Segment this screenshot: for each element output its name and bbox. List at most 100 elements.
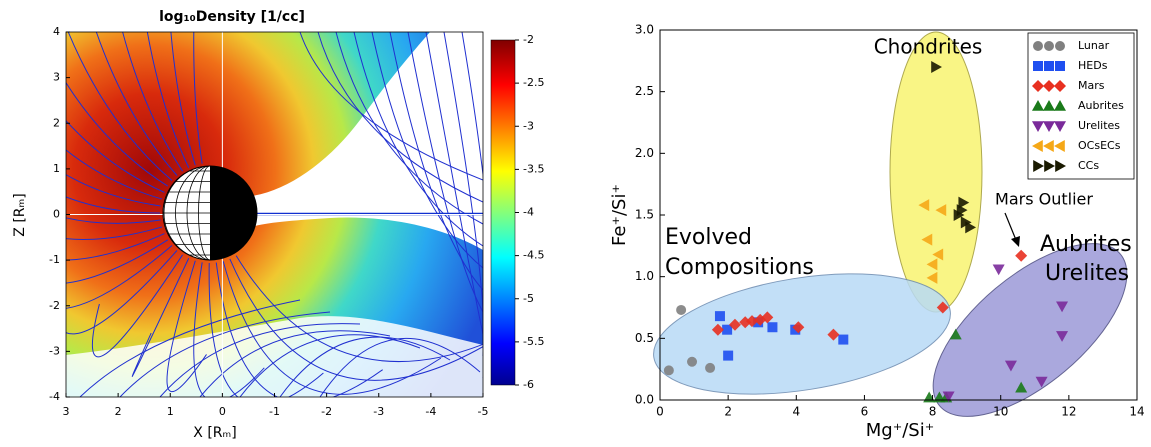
y-tick-label: 3 [53, 71, 60, 84]
point [676, 304, 687, 315]
annotation: Evolved [665, 225, 752, 250]
planet-meridian [198, 166, 222, 260]
annotation: Compositions [665, 255, 814, 280]
streamline [371, 32, 483, 269]
legend-marker [1032, 121, 1044, 132]
chart-title: log₁₀Density [1/cc] [159, 9, 305, 25]
colorbar-tick-label: -4.5 [523, 249, 544, 262]
legend-marker [1055, 160, 1066, 172]
annotation: Chondrites [874, 35, 983, 59]
x-tick-label: -5 [478, 405, 489, 418]
point [926, 271, 938, 284]
streamline [79, 299, 301, 397]
colorbar-tick-label: -4 [523, 206, 534, 219]
streamline [66, 217, 161, 224]
legend-box [1027, 32, 1135, 180]
point [935, 204, 947, 217]
legend-label: Mars [1078, 79, 1105, 92]
streamline [66, 149, 163, 200]
annotation-arrow [1004, 212, 1017, 241]
point [714, 311, 725, 322]
streamline [131, 258, 190, 378]
x-tick-label: 0 [656, 405, 664, 419]
y-tick-label: 4 [53, 25, 60, 38]
point [1015, 249, 1028, 262]
streamline [461, 32, 483, 378]
y-tick-label: 0.5 [635, 331, 654, 345]
colorbar [490, 39, 516, 386]
y-tick-label: 2 [53, 116, 60, 129]
legend-marker [1044, 160, 1055, 172]
planet-outline [162, 165, 258, 261]
legend-marker [1033, 61, 1043, 71]
point [745, 315, 758, 328]
streamline [66, 119, 165, 193]
legend-marker [1055, 61, 1065, 71]
streamline [67, 32, 173, 181]
streamline [66, 196, 161, 214]
y-axis-label: Fe⁺/Si⁺ [609, 184, 630, 246]
x-tick-label: -3 [373, 405, 384, 418]
legend-label: Lunar [1078, 39, 1110, 52]
streamline [199, 330, 391, 397]
streamline [229, 258, 483, 381]
legend-label: Urelites [1078, 119, 1120, 132]
point [1056, 301, 1069, 313]
streamline [389, 32, 483, 291]
streamline [317, 32, 483, 203]
y-tick-label: 3.0 [635, 23, 654, 37]
streamline [335, 32, 483, 225]
streamline [66, 81, 169, 187]
achondrite-region [932, 243, 1128, 417]
streamline [443, 32, 483, 356]
x-tick-label: 6 [861, 405, 869, 419]
annotation: Aubrites [1040, 232, 1132, 257]
legend-marker [1054, 140, 1065, 152]
x-axis-label: X [Rₘ] [193, 425, 236, 441]
evolved-region [653, 273, 951, 395]
wake-region [252, 32, 483, 250]
point [949, 328, 962, 340]
streamline [66, 245, 173, 309]
legend-marker [1044, 61, 1054, 71]
arrow-head [1011, 236, 1020, 247]
y-tick-label: -2 [49, 299, 60, 312]
colorbar-tick-label: -6 [523, 378, 534, 391]
legend-marker [1032, 100, 1044, 111]
legend-marker [1044, 41, 1054, 51]
x-tick-label: 1 [167, 405, 174, 418]
y-tick-label: -1 [49, 253, 60, 266]
streamline [66, 250, 178, 335]
legend-marker [1054, 80, 1066, 92]
annotation: Urelites [1045, 261, 1129, 286]
x-tick-label: -4 [425, 405, 436, 418]
point [932, 248, 944, 261]
point [827, 328, 840, 341]
streamline [279, 336, 451, 397]
x-tick-label: -1 [269, 405, 280, 418]
legend-marker [1043, 80, 1055, 92]
legend-marker [1033, 41, 1043, 51]
streamline [215, 262, 383, 397]
x-tick-label: 0 [219, 405, 226, 418]
point [965, 221, 977, 234]
streamline [193, 32, 203, 164]
streamline [66, 233, 165, 261]
point [921, 233, 933, 246]
point [722, 324, 733, 335]
y-tick-label: 2.5 [635, 84, 654, 98]
colorbar-tick-label: -2.5 [523, 76, 544, 89]
streamline [66, 173, 161, 207]
x-tick-label: 2 [724, 405, 732, 419]
legend-label: OCsECs [1078, 139, 1121, 152]
point [1056, 331, 1069, 342]
streamline [222, 261, 442, 395]
point [953, 209, 965, 221]
streamline [166, 260, 207, 393]
point [942, 391, 955, 403]
colorbar-tick-label: -2 [523, 33, 534, 46]
streamline [159, 323, 361, 397]
y-axis-label: Z [Rₘ] [12, 193, 28, 236]
streamline [95, 32, 178, 176]
